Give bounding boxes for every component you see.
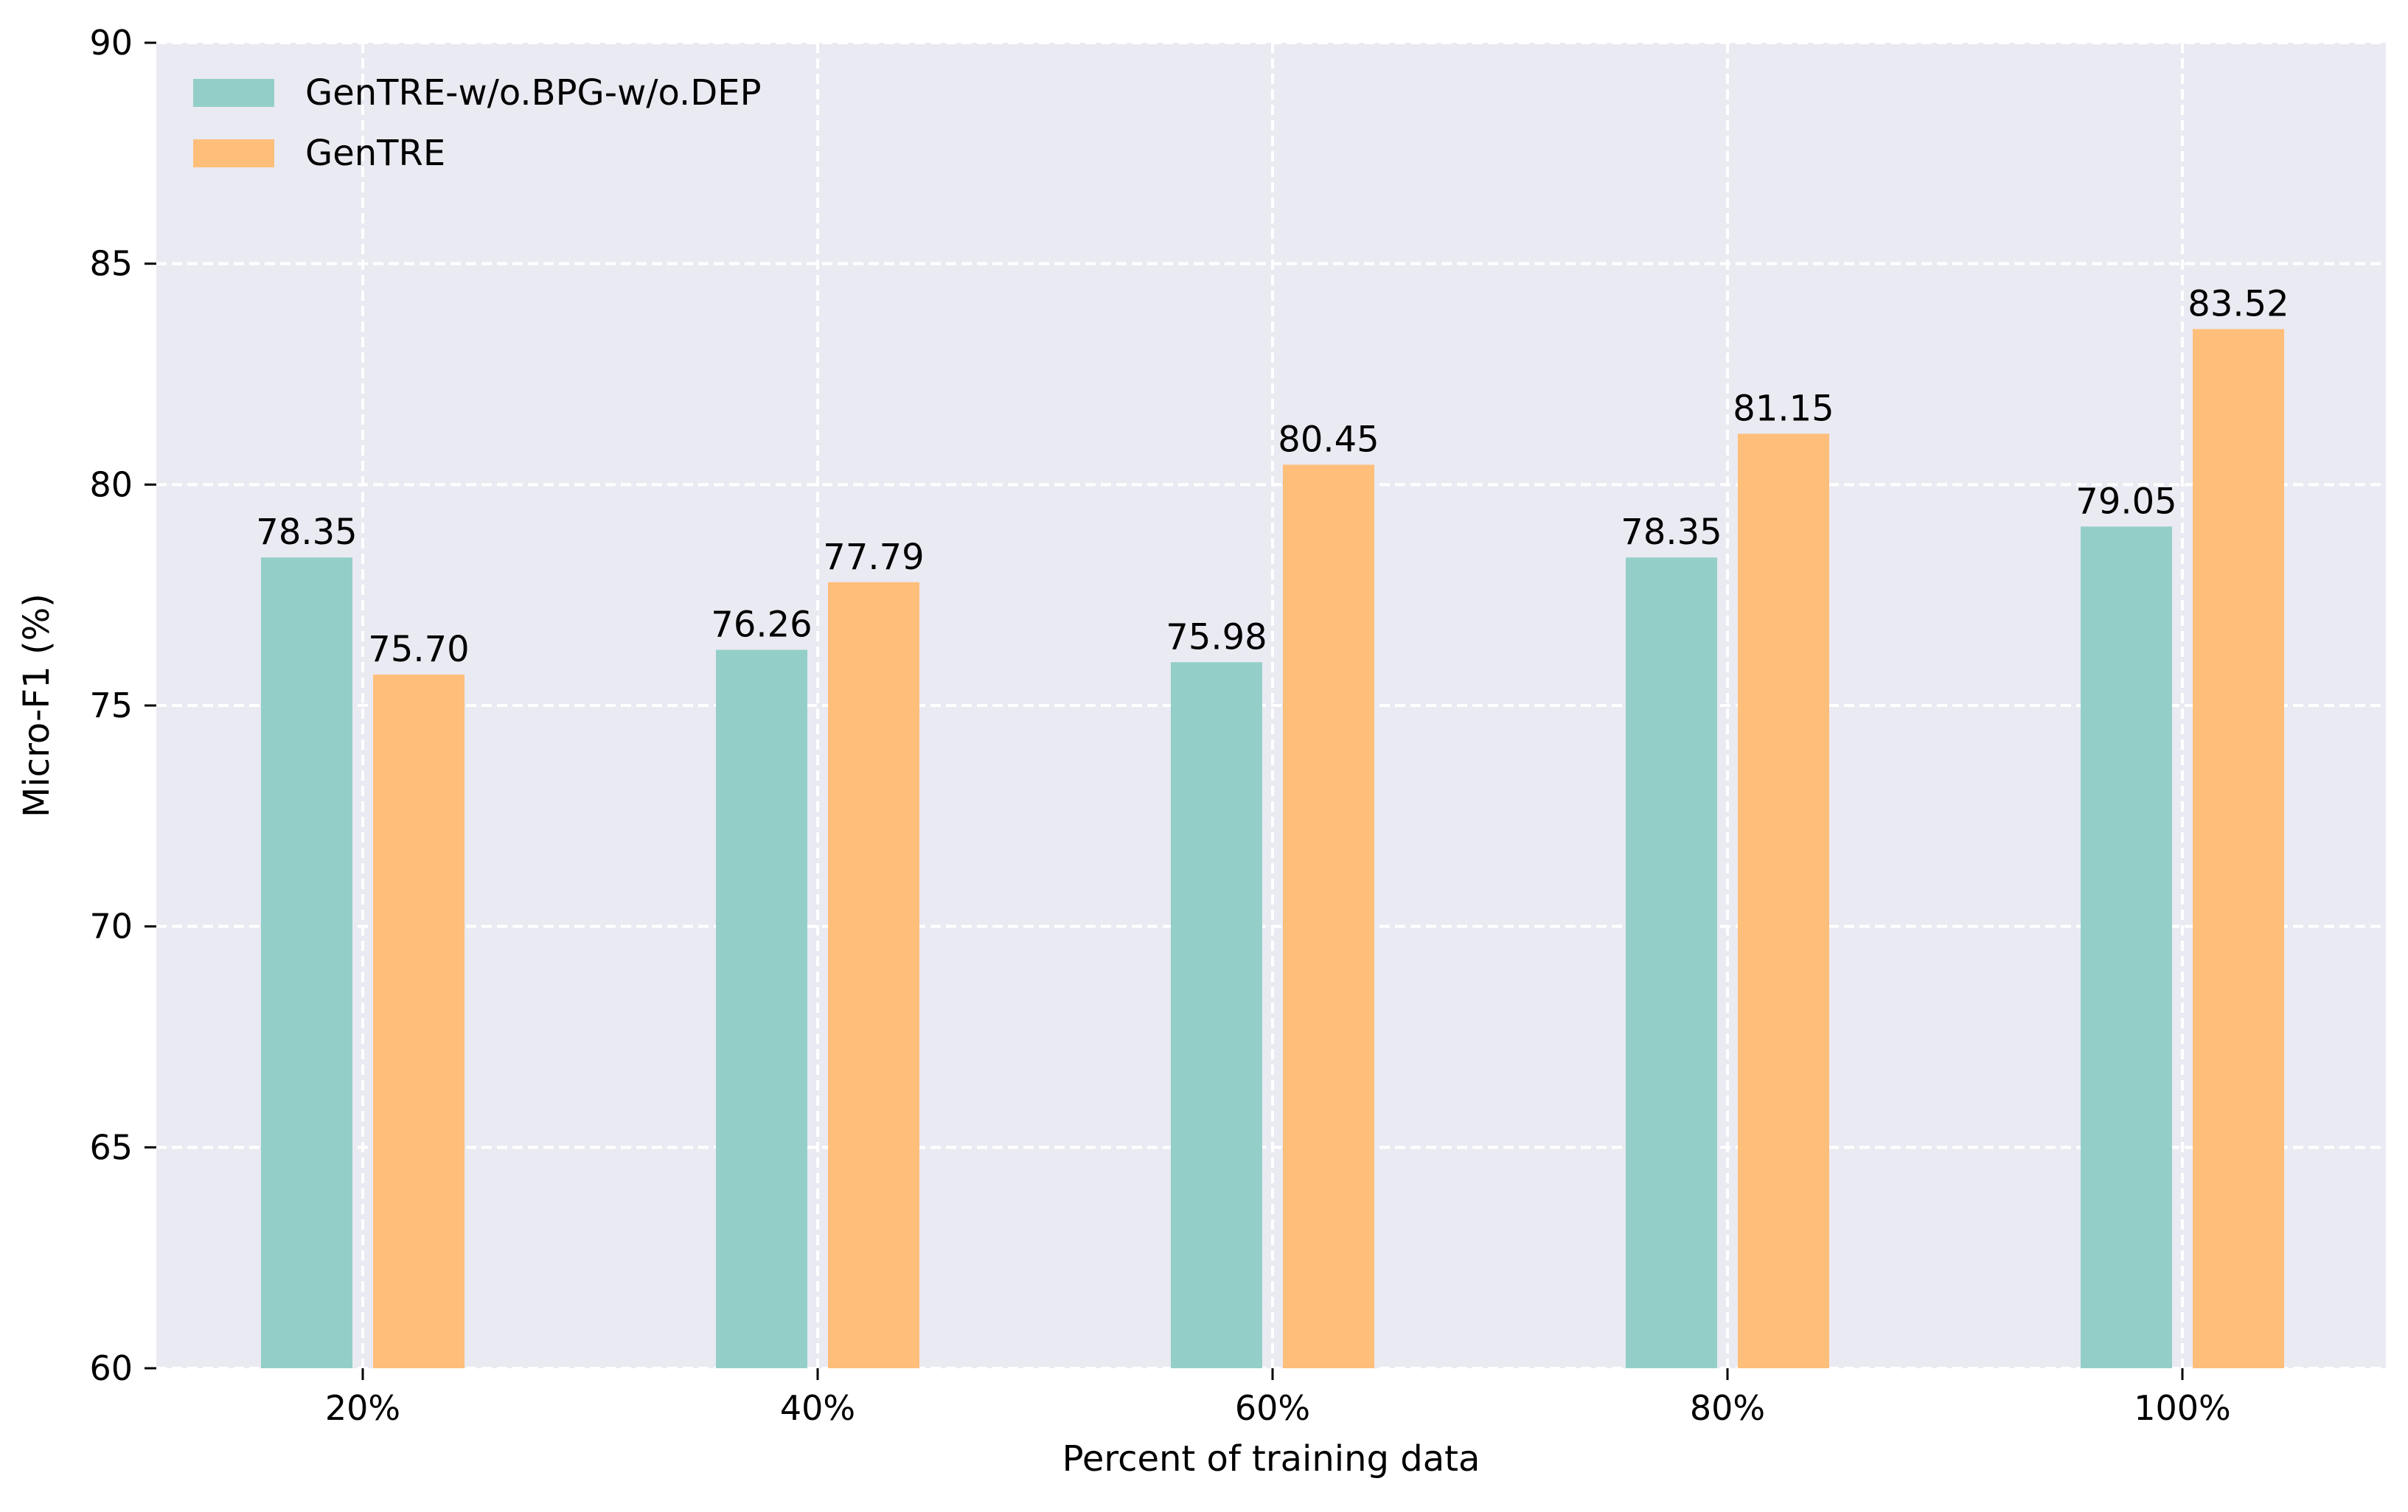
x-axis-title: Percent of training data: [1062, 1438, 1480, 1480]
x-tick-label: 100%: [2134, 1388, 2231, 1428]
bar-series-2: [1738, 433, 1829, 1369]
bar-series-2: [1283, 464, 1374, 1369]
bar-value-label: 81.15: [1733, 388, 1834, 429]
bar-value-label: 79.05: [2075, 481, 2176, 522]
data-labels: 78.35 76.26 75.98 78.35 79.05 75.70 77.79 80.45…: [256, 283, 2289, 670]
x-tick-label: 40%: [780, 1388, 855, 1428]
legend: GenTRE-w/o.BPG-w/o.DEP GenTRE: [193, 72, 762, 174]
y-tick-label: 90: [89, 23, 133, 63]
grid-lines: [156, 41, 2386, 1370]
bar-value-label: 78.35: [1621, 512, 1722, 553]
y-tick-label: 65: [89, 1127, 133, 1167]
legend-swatch-series-1: [193, 79, 274, 107]
bar-value-label: 80.45: [1278, 419, 1379, 460]
bar-series-1: [1171, 662, 1262, 1368]
bar-value-label: 75.70: [368, 629, 469, 670]
y-tick-label: 70: [89, 907, 133, 947]
y-tick-label: 85: [89, 244, 133, 284]
legend-label-series-1: GenTRE-w/o.BPG-w/o.DEP: [305, 72, 762, 114]
bar-value-label: 78.35: [256, 512, 357, 553]
bar-series-2: [828, 582, 919, 1368]
x-tick-label: 80%: [1690, 1388, 1765, 1428]
bar-series-1: [261, 557, 352, 1368]
bar-series-1: [716, 649, 807, 1368]
bar-series-2: [2193, 329, 2284, 1368]
bar-value-label: 76.26: [711, 604, 812, 645]
x-tick-label: 60%: [1235, 1388, 1310, 1428]
bars: [261, 329, 2284, 1369]
y-tick-label: 75: [89, 686, 133, 725]
axes: 60 65 70 75 80 85 90 20% 40% 60% 80% 100%: [89, 23, 2230, 1428]
bar-value-label: 75.98: [1166, 616, 1267, 658]
bar-series-1: [2081, 526, 2172, 1368]
bar-series-1: [1626, 557, 1717, 1368]
bar-series-2: [373, 675, 464, 1368]
bar-value-label: 77.79: [823, 537, 924, 578]
x-tick-label: 20%: [325, 1388, 400, 1428]
legend-label-series-2: GenTRE: [305, 133, 445, 174]
y-tick-label: 80: [89, 464, 133, 504]
y-axis-title: Micro-F1 (%): [16, 593, 58, 818]
legend-swatch-series-2: [193, 139, 274, 167]
y-tick-label: 60: [89, 1348, 133, 1388]
bar-value-label: 83.52: [2188, 283, 2289, 324]
